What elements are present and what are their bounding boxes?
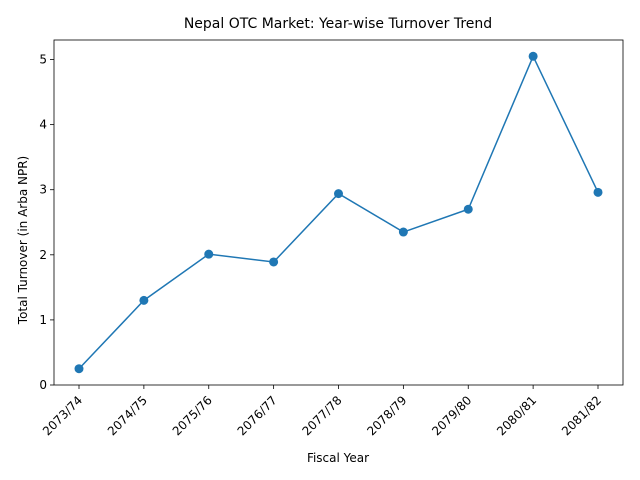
y-tick-label: 1: [39, 313, 47, 327]
x-axis-label: Fiscal Year: [307, 451, 369, 465]
data-point: [74, 364, 84, 374]
x-tick-label: 2081/82: [559, 393, 604, 438]
x-tick-label: 2080/81: [494, 393, 539, 438]
x-tick-label: 2075/76: [170, 393, 215, 438]
x-tick-label: 2078/79: [364, 393, 409, 438]
x-tick-label: 2074/75: [105, 393, 150, 438]
y-tick-label: 2: [39, 248, 47, 262]
data-point: [398, 227, 408, 237]
data-point: [204, 249, 214, 259]
series-line: [78, 54, 599, 370]
chart-title: Nepal OTC Market: Year-wise Turnover Tre…: [184, 16, 492, 32]
plot-area: 0 1 2 3 4 5 2073/74 2074/75 2075/76 2076/77 2077/7…: [39, 39, 624, 438]
x-tick-label: 2076/77: [235, 393, 280, 438]
x-tick-label: 2079/80: [429, 393, 474, 438]
y-axis-label: Total Turnover (in Arba NPR): [16, 156, 30, 325]
data-point: [139, 295, 149, 305]
x-tick-label: 2077/78: [299, 393, 344, 438]
data-point: [593, 187, 603, 197]
x-tick-label: 2073/74: [40, 393, 85, 438]
y-tick-label: 0: [39, 378, 47, 392]
y-tick-label: 3: [39, 183, 47, 197]
data-point: [528, 51, 538, 61]
y-tick-label: 5: [39, 53, 47, 67]
axes-frame: [53, 39, 624, 386]
data-point: [463, 204, 473, 214]
data-point: [269, 257, 279, 267]
data-point: [334, 189, 343, 199]
y-tick-label: 4: [39, 118, 47, 132]
